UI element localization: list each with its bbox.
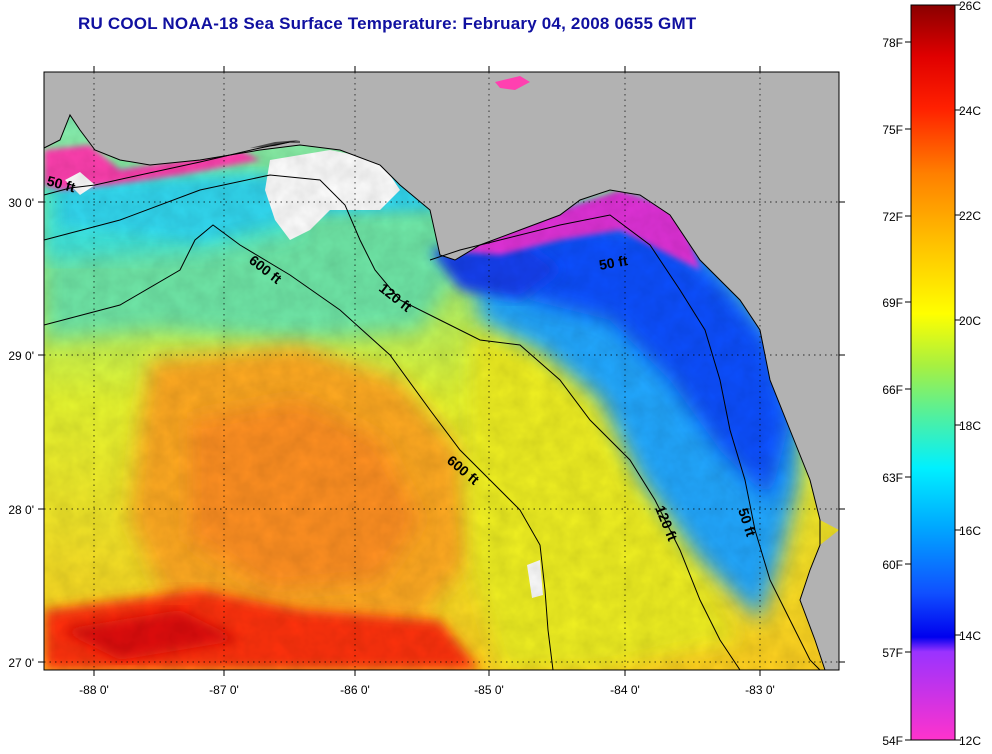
contour-label: 50 ft <box>598 252 629 273</box>
lon-label: -87 0' <box>209 683 239 697</box>
colorbar-f-label: 60F <box>882 558 903 572</box>
colorbar-f-label: 75F <box>882 123 903 137</box>
colorbar-c-label: 14C <box>959 629 981 643</box>
colorbar-c-label: 18C <box>959 419 981 433</box>
lon-label: -84 0' <box>610 683 640 697</box>
colorbar-c-label: 12C <box>959 734 981 748</box>
axis-ticks <box>38 66 845 676</box>
colorbar-f-label: 57F <box>882 646 903 660</box>
bathymetry-contours <box>43 141 821 671</box>
map-frame <box>43 71 840 671</box>
lon-label: -83 0' <box>745 683 775 697</box>
colorbar-f-label: 72F <box>882 210 903 224</box>
lat-label: 29 0' <box>8 349 34 363</box>
colorbar-c-label: 20C <box>959 314 981 328</box>
colorbar-c-label: 16C <box>959 524 981 538</box>
contour-50ft-west <box>43 141 300 196</box>
lon-label: -88 0' <box>79 683 109 697</box>
colorbar-gradient <box>910 4 956 741</box>
colorbar-f-label: 78F <box>882 36 903 50</box>
lat-labels: 30 0' 29 0' 28 0' 27 0' <box>8 196 34 670</box>
colorbar-f-label: 66F <box>882 383 903 397</box>
colorbar-c-label: 26C <box>959 0 981 13</box>
map-title: RU COOL NOAA-18 Sea Surface Temperature:… <box>78 14 697 33</box>
colorbar-c-label: 22C <box>959 209 981 223</box>
lon-label: -85 0' <box>474 683 504 697</box>
contour-label: 50 ft <box>45 172 77 195</box>
lon-label: -86 0' <box>340 683 370 697</box>
sst-field <box>44 72 839 670</box>
lat-label: 27 0' <box>8 656 34 670</box>
lat-label: 30 0' <box>8 196 34 210</box>
colorbar-f-label: 69F <box>882 296 903 310</box>
colorbar-f-label: 54F <box>882 734 903 748</box>
colorbar-c-label: 24C <box>959 104 981 118</box>
coastline <box>43 113 826 671</box>
colorbar: 78F 75F 72F 69F 66F 63F 60F 57F 54F 26C … <box>882 0 981 748</box>
graticule <box>44 72 839 670</box>
lon-labels: -88 0' -87 0' -86 0' -85 0' -84 0' -83 0… <box>79 683 775 697</box>
contour-50ft-east <box>429 214 821 671</box>
contour-600ft <box>43 224 554 671</box>
colorbar-f-label: 63F <box>882 471 903 485</box>
lat-label: 28 0' <box>8 503 34 517</box>
contour-120ft-west <box>43 174 741 671</box>
